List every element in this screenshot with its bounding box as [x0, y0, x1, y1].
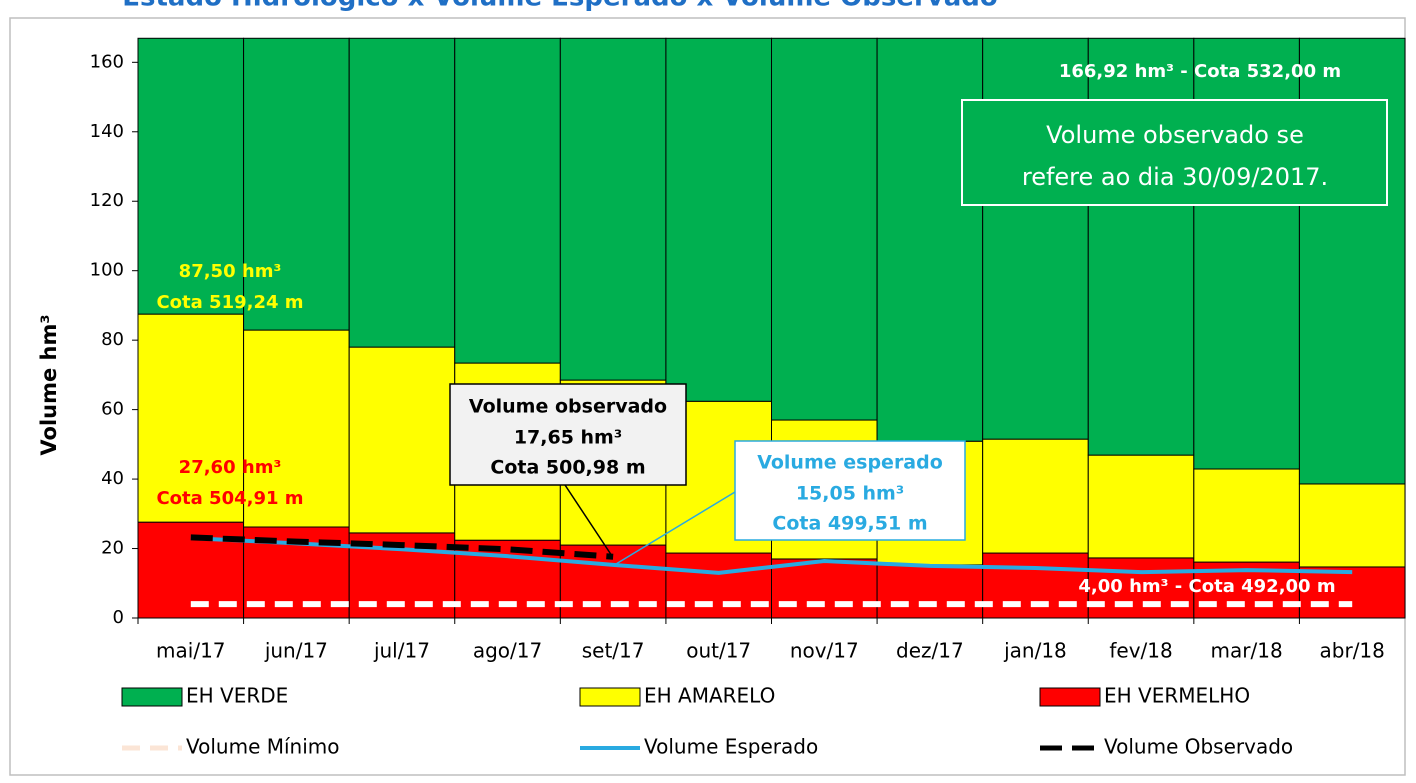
line-series — [190, 534, 614, 560]
y-axis-label: Volume hm³ — [37, 314, 61, 455]
bar — [982, 37, 1089, 440]
annotation: 27,60 hm³ — [179, 457, 282, 478]
bar — [876, 37, 984, 442]
annotation: Cota 504,91 m — [156, 488, 303, 509]
legend-label: EH VERDE — [186, 684, 288, 708]
bar — [876, 564, 984, 619]
x-tick-label: mai/17 — [156, 639, 225, 663]
x-tick-label: nov/17 — [790, 639, 859, 663]
annotation: 4,00 hm³ - Cota 492,00 m — [1078, 576, 1335, 597]
y-tick-label: 0 — [113, 607, 124, 628]
legend-swatch — [579, 687, 641, 707]
bar — [1193, 468, 1300, 563]
y-tick-label: 60 — [101, 399, 124, 420]
bar — [454, 37, 561, 364]
bar — [243, 329, 350, 528]
annotation: 15,05 hm³ — [796, 483, 904, 505]
annotations: 166,92 hm³ - Cota 532,00 m 87,50 hm³ Cota … — [156, 61, 1341, 597]
bar — [771, 558, 878, 619]
annotation: 87,50 hm³ — [179, 261, 282, 282]
x-tick-label: ago/17 — [473, 639, 542, 663]
y-tick-label: 100 — [90, 260, 124, 281]
bar — [348, 37, 456, 348]
line-series — [190, 536, 1353, 575]
bar — [348, 346, 456, 534]
x-tick-label: dez/17 — [896, 639, 964, 663]
x-tick-label: mar/18 — [1211, 639, 1283, 663]
bar — [771, 37, 878, 421]
annotation: Volume observado se — [1046, 121, 1304, 149]
observado-connector — [564, 484, 613, 557]
x-tick-label: out/17 — [686, 639, 751, 663]
annotation: Cota 499,51 m — [772, 513, 927, 535]
legend: EH VERDE EH AMARELO EH VERMELHO Volume Míni… — [121, 684, 1293, 759]
x-tick-label: set/17 — [582, 639, 645, 663]
x-tick-label: abr/18 — [1320, 639, 1385, 663]
note-box — [961, 99, 1388, 206]
y-tick-label: 80 — [101, 329, 124, 350]
y-tick-label: 20 — [101, 538, 124, 559]
legend-swatch — [1039, 687, 1101, 707]
y-tick-label: 120 — [90, 190, 124, 211]
annotation: Volume esperado — [757, 452, 943, 474]
bar — [665, 552, 773, 619]
annotation: Volume observado — [469, 396, 667, 418]
y-tick-label: 40 — [101, 468, 124, 489]
legend-label: Volume Esperado — [644, 735, 818, 759]
annotation: Cota 519,24 m — [156, 292, 303, 313]
legend-label: EH AMARELO — [644, 684, 775, 708]
x-tick-label: jul/17 — [373, 639, 430, 663]
observado-box — [449, 383, 687, 486]
bar — [137, 37, 245, 315]
bar — [559, 37, 667, 381]
annotation: 17,65 hm³ — [514, 427, 622, 449]
annotation: refere ao dia 30/09/2017. — [1022, 163, 1328, 191]
legend-label: Volume Mínimo — [186, 735, 340, 759]
esperado-box — [734, 440, 966, 541]
annotation: Cota 500,98 m — [490, 457, 645, 479]
bar — [137, 313, 245, 523]
x-tick-label: fev/18 — [1109, 639, 1172, 663]
x-tick-label: jun/17 — [264, 639, 328, 663]
bar — [1087, 454, 1195, 559]
bar — [665, 37, 773, 402]
bar — [982, 438, 1089, 554]
esperado-connector — [615, 491, 736, 565]
bar — [1298, 483, 1406, 568]
annotation: 166,92 hm³ - Cota 532,00 m — [1059, 61, 1341, 82]
y-tick-label: 140 — [90, 121, 124, 142]
legend-label: Volume Observado — [1104, 735, 1293, 759]
legend-label: EH VERMELHO — [1104, 684, 1250, 708]
chart-title: Estado Hidrológico x Volume Esperado x V… — [122, 0, 997, 13]
legend-swatch — [121, 687, 183, 707]
x-tick-label: jan/18 — [1003, 639, 1067, 663]
bar — [982, 552, 1089, 619]
bar — [243, 37, 350, 331]
y-tick-label: 160 — [90, 51, 124, 72]
